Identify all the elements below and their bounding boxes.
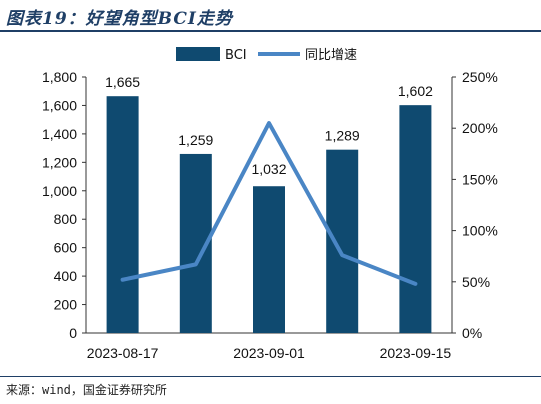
source-note: 来源：wind，国金证券研究所: [6, 383, 167, 397]
y-left-tick-label: 800: [54, 211, 78, 227]
legend-label-bci: BCI: [225, 48, 247, 63]
x-tick-label: 2023-09-15: [380, 345, 452, 361]
source-divider: [0, 376, 541, 377]
y-left-tick-label: 1,200: [42, 154, 77, 170]
bar-data-label: 1,032: [251, 161, 286, 177]
series-line-yoy: [120, 121, 418, 286]
bar: [326, 149, 359, 333]
bar-data-label: 1,289: [325, 128, 360, 144]
x-tick-label: 2023-09-01: [233, 345, 305, 361]
bar: [399, 105, 432, 333]
bar-data-label: 1,602: [398, 83, 433, 99]
title-divider: [0, 30, 541, 32]
y-right-tick-label: 250%: [462, 69, 498, 85]
bar-data-label: 1,665: [105, 74, 140, 90]
y-left-tick-label: 1,400: [42, 126, 77, 142]
x-tick-label: 2023-08-17: [87, 345, 159, 361]
chart-title: 图表19：好望角型BCI走势: [6, 9, 233, 29]
y-left-tick-label: 0: [69, 325, 77, 341]
legend-swatch-bci: [176, 47, 220, 61]
y-left-tick-label: 1,000: [42, 183, 77, 199]
y-right-tick-label: 150%: [462, 171, 498, 187]
bar-data-label: 1,259: [178, 132, 213, 148]
bar: [106, 96, 139, 333]
y-right-tick-label: 50%: [462, 274, 490, 290]
y-left-tick-label: 1,600: [42, 97, 77, 113]
y-left-tick-label: 1,800: [42, 69, 77, 85]
y-left-tick-label: 200: [54, 297, 78, 313]
y-right-tick-label: 100%: [462, 223, 498, 239]
legend-label-yoy: 同比增速: [305, 48, 357, 63]
y-right-tick-label: 0%: [462, 325, 482, 341]
y-left-tick-label: 600: [54, 240, 78, 256]
y-right-tick-label: 200%: [462, 120, 498, 136]
y-left-tick-label: 400: [54, 268, 78, 284]
bar: [253, 186, 285, 333]
